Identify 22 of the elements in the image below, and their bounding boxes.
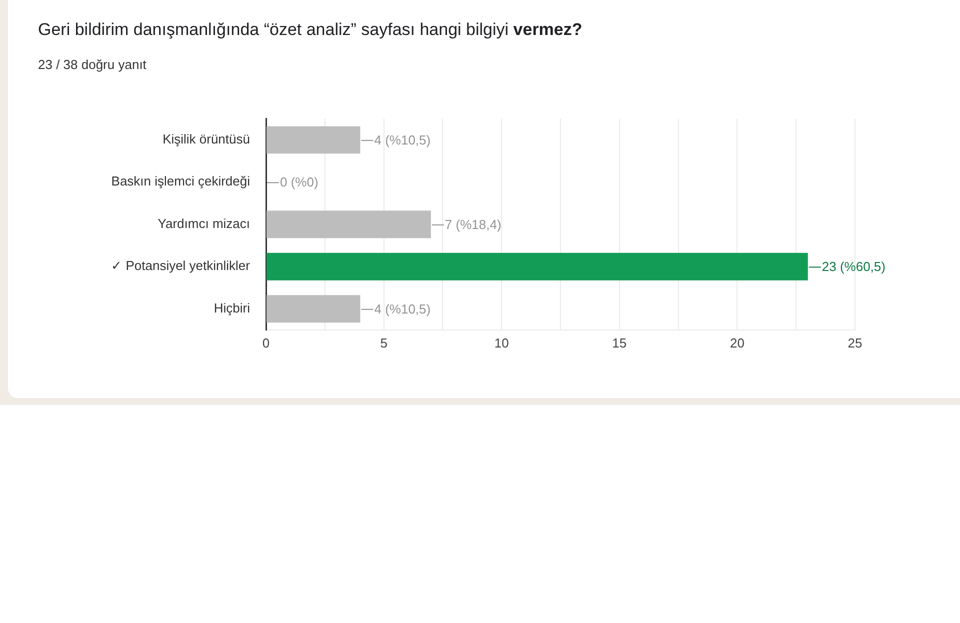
data-label: 23 (%60,5) <box>822 259 886 274</box>
data-label: 4 (%10,5) <box>374 301 431 316</box>
chart-title: Geri bildirim danışmanlığında “özet analiz” sayfası hangi bilgiyi vermez? <box>38 20 582 40</box>
x-tick-label: 0 <box>262 335 270 350</box>
data-label: 4 (%10,5) <box>374 132 431 148</box>
x-tick-label: 5 <box>380 335 388 350</box>
data-label: 0 (%0) <box>280 174 318 190</box>
y-tick-label: Yardımcı mizacı <box>158 216 250 231</box>
bar <box>266 252 808 280</box>
y-tick-label: Kişilik örüntüsü <box>162 132 250 146</box>
x-tick-label: 25 <box>848 335 862 350</box>
y-tick-label: ✓ Potansiyel yetkinlikler <box>111 258 251 274</box>
y-tick-label: Hiçbiri <box>214 300 250 316</box>
bar <box>266 295 360 323</box>
data-label: 7 (%18,4) <box>444 216 502 232</box>
bar <box>266 210 431 238</box>
x-tick-label: 20 <box>730 335 744 350</box>
x-tick-label: 15 <box>612 335 627 350</box>
x-tick-label: 10 <box>494 335 509 350</box>
y-tick-label: Baskın işlemci çekirdeği <box>111 174 250 189</box>
bar <box>266 126 360 154</box>
text: 23 / 38 doğru yanıt <box>38 57 146 72</box>
